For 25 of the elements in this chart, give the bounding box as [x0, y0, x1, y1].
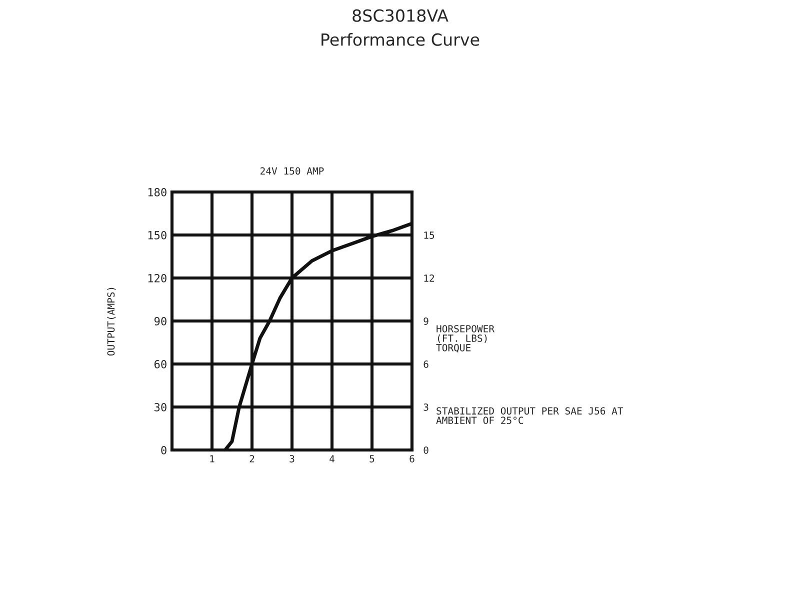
- y-tick-label: 120: [148, 274, 166, 282]
- y2-tick-label: 3: [424, 404, 428, 411]
- text: 24V 150 AMP: [260, 167, 324, 175]
- y-tick-label: 60: [154, 360, 166, 368]
- y2-tick-label: 9: [424, 318, 428, 325]
- x-tick-label: 3: [290, 455, 294, 462]
- y-tick-label: 180: [148, 188, 166, 196]
- x-tick-label: 1: [210, 455, 214, 462]
- x-tick-label: 5: [370, 455, 374, 462]
- y-tick-label: 30: [154, 403, 166, 412]
- text: STABILIZED OUTPUT PER SAE J56 AT AMBIENT OF 25°C: [436, 407, 624, 424]
- y2-tick-label: 12: [424, 274, 434, 282]
- y-tick-label: 150: [148, 231, 166, 240]
- y-tick-label: 90: [154, 317, 166, 326]
- x-tick-label: 6: [410, 455, 414, 462]
- chart-title: 8SC3018VA: [352, 9, 448, 22]
- y2-tick-label: 0: [424, 446, 428, 454]
- x-tick-label: 4: [330, 455, 334, 462]
- x-tick-label: 2: [250, 455, 254, 462]
- y-tick-label: 0: [161, 446, 166, 454]
- y2-tick-label: 15: [424, 232, 434, 239]
- y2-tick-label: 6: [424, 360, 428, 368]
- chart-subtitle: Performance Curve: [322, 33, 480, 46]
- y2-axis-title: HORSEPOWER (FT. LBS) TORQUE: [436, 325, 495, 353]
- y-axis-title: OUTPUT(AMPS): [107, 288, 116, 356]
